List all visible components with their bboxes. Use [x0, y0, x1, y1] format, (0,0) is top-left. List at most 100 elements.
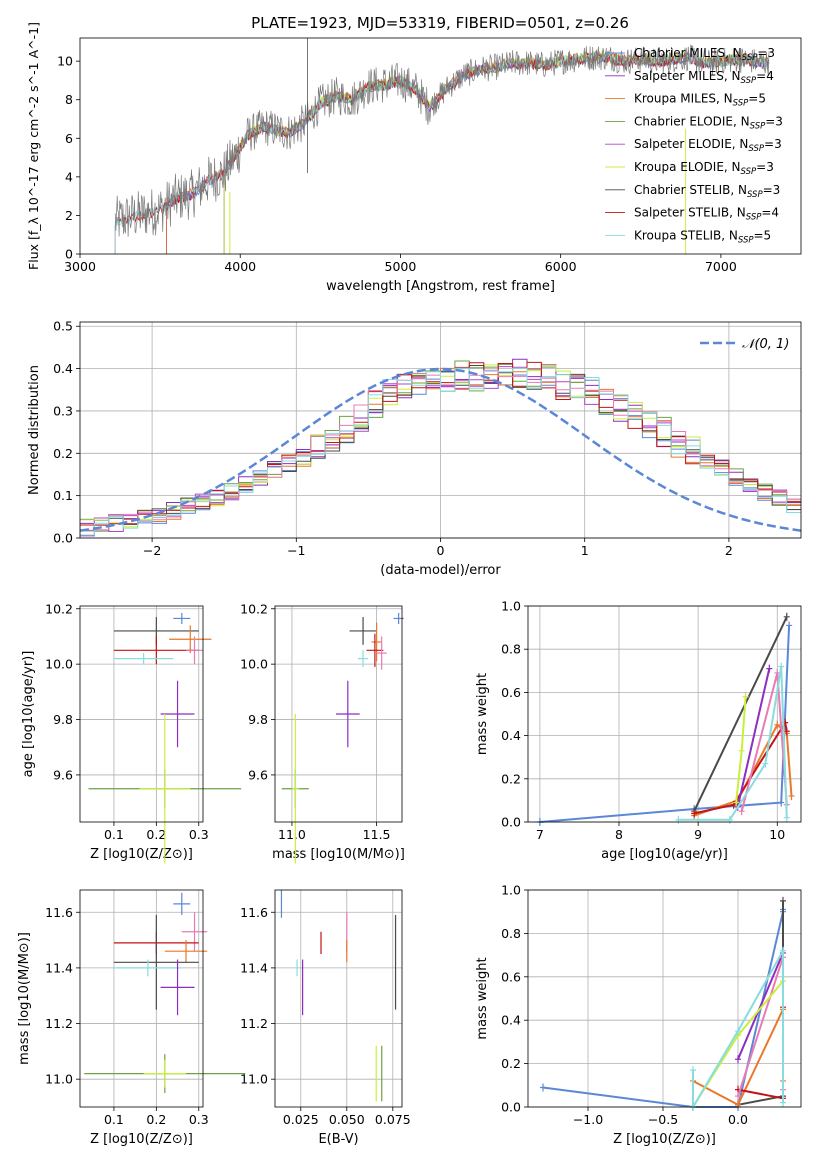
y-tick-label: 11.0	[45, 1072, 73, 1087]
y-tick-label: 0	[65, 247, 73, 262]
x-tick-label: 0.050	[329, 1112, 365, 1127]
plot-frame	[79, 605, 204, 823]
histogram-step	[80, 367, 801, 538]
data-marker	[778, 662, 785, 671]
x-tick-label: 11.0	[278, 827, 306, 842]
y-tick-label: 11.6	[240, 905, 268, 920]
y-tick-label: 0.0	[53, 531, 73, 546]
legend-label: Kroupa STELIB, NSSP=5	[634, 228, 771, 245]
data-marker	[780, 896, 786, 905]
figure-title: PLATE=1923, MJD=53319, FIBERID=0501, z=0…	[251, 14, 629, 32]
y-tick-label: 11.0	[240, 1072, 268, 1087]
age-vs-mass-panel: 11.0 11.5 9.6 9.8 10.0 10.2 mass [log10(M/M⊙)]	[240, 601, 405, 864]
data-marker	[690, 1066, 696, 1075]
y-tick-label: 0.4	[53, 361, 73, 376]
gridlines	[528, 889, 801, 1108]
data-marker	[735, 1055, 741, 1064]
model-fit-line	[223, 52, 769, 254]
y-tick-label: 9.6	[248, 767, 268, 782]
plot-frame	[79, 889, 204, 1108]
series-line	[693, 719, 788, 815]
data-marker	[691, 809, 698, 818]
data-marker	[786, 621, 793, 630]
data-marker	[783, 813, 790, 822]
series-line	[678, 666, 788, 821]
gridlines	[275, 606, 402, 822]
x-tick-label: −1.0	[573, 1112, 603, 1127]
gridlines	[80, 890, 203, 1107]
y-tick-label: 0.0	[501, 815, 521, 830]
normal-distribution-curve	[80, 367, 801, 532]
data-marker	[735, 1092, 741, 1101]
y-tick-label: 0.1	[53, 488, 73, 503]
spectrum-panel: 3000 4000 5000 6000 7000 0 2 4 6 8 10 wavelength [A…	[26, 22, 802, 294]
x-tick-label: 10	[769, 827, 785, 842]
y-tick-label: 9.6	[53, 767, 73, 782]
x-tick-label: 6000	[545, 259, 577, 274]
y-tick-label: 11.6	[45, 905, 73, 920]
y-tick-label: 10.0	[240, 657, 268, 672]
x-tick-label: −1	[287, 543, 305, 558]
data-marker	[762, 759, 769, 768]
data-marker	[735, 1100, 741, 1109]
x-axis-label: wavelength [Angstrom, rest frame]	[326, 279, 555, 294]
data-marker	[742, 692, 749, 701]
y-tick-label: 4	[65, 169, 73, 184]
plot-frame	[79, 37, 802, 255]
legend-label: Chabrier STELIB, NSSP=3	[634, 183, 780, 200]
data-marker	[780, 946, 786, 955]
plot-frame	[79, 321, 802, 539]
x-tick-label: 2	[725, 543, 733, 558]
y-tick-label: 0.3	[53, 403, 73, 418]
y-tick-label: 0.6	[501, 685, 521, 700]
y-tick-label: 0.8	[501, 926, 521, 941]
data-marker	[788, 792, 795, 801]
mass-weight-vs-metallicity-panel: −1.0 −0.5 0.0 0.0 0.2 0.4 0.6 0.8 1.0 Z [log10(Z/…	[475, 883, 802, 1147]
y-tick-label: 11.2	[240, 1016, 268, 1031]
legend-label: Chabrier MILES, NSSP=3	[634, 46, 775, 63]
y-tick-label: 0.2	[501, 771, 521, 786]
y-tick-label: 9.8	[53, 712, 73, 727]
y-tick-label: 8	[65, 92, 73, 107]
x-tick-label: 0.1	[104, 1112, 124, 1127]
series-line	[539, 625, 791, 823]
y-tick-label: 10	[57, 54, 73, 69]
y-axis-label: mass weight	[475, 957, 490, 1039]
model-fit-line	[223, 52, 769, 254]
x-axis-label: (data-model)/error	[380, 563, 501, 578]
plot-frame	[527, 889, 802, 1108]
y-tick-label: 0.2	[501, 1056, 521, 1071]
y-tick-label: 0.4	[501, 728, 521, 743]
x-tick-label: 0.025	[283, 1112, 319, 1127]
y-tick-label: 11.4	[45, 960, 73, 975]
data-marker	[774, 720, 781, 729]
histograms	[80, 358, 801, 538]
plot-frame	[274, 605, 403, 823]
data-marker	[738, 746, 745, 755]
observed-spectrum-line	[114, 44, 770, 237]
x-axis-label: Z [log10(Z/Z⊙)]	[90, 1132, 193, 1147]
y-tick-label: 0.8	[501, 642, 521, 657]
model-fit-line	[114, 53, 770, 254]
y-tick-label: 11.4	[240, 960, 268, 975]
x-tick-label: 9	[694, 827, 702, 842]
gridlines	[275, 890, 402, 1107]
data-marker	[780, 1098, 786, 1107]
data-marker	[738, 807, 745, 816]
x-tick-label: 0.075	[375, 1112, 411, 1127]
y-tick-label: 10.2	[240, 601, 268, 616]
mass-weight-vs-age-panel: 7 8 9 10 0.0 0.2 0.4 0.6 0.8 1.0 age [log10(age/yr…	[475, 599, 802, 862]
mass-vs-metallicity-panel: 0.1 0.2 0.3 11.0 11.2 11.4 11.6 Z [log10(Z/Z⊙)]…	[17, 889, 246, 1147]
x-axis-label: age [log10(age/yr)]	[601, 847, 728, 862]
mass-vs-extinction-panel: 0.025 0.050 0.075 11.0 11.2 11.4 11.6 E(B-V)	[240, 889, 411, 1147]
x-tick-label: 11.5	[363, 827, 391, 842]
series-line	[737, 952, 784, 1060]
legend-label: Salpeter ELODIE, NSSP=3	[634, 137, 782, 154]
data-marker	[540, 1083, 546, 1092]
x-tick-label: 0.3	[189, 827, 209, 842]
y-tick-label: 1.0	[501, 599, 521, 614]
x-tick-label: 7	[536, 827, 544, 842]
y-tick-label: 0.2	[53, 446, 73, 461]
x-tick-label: 4000	[224, 259, 256, 274]
